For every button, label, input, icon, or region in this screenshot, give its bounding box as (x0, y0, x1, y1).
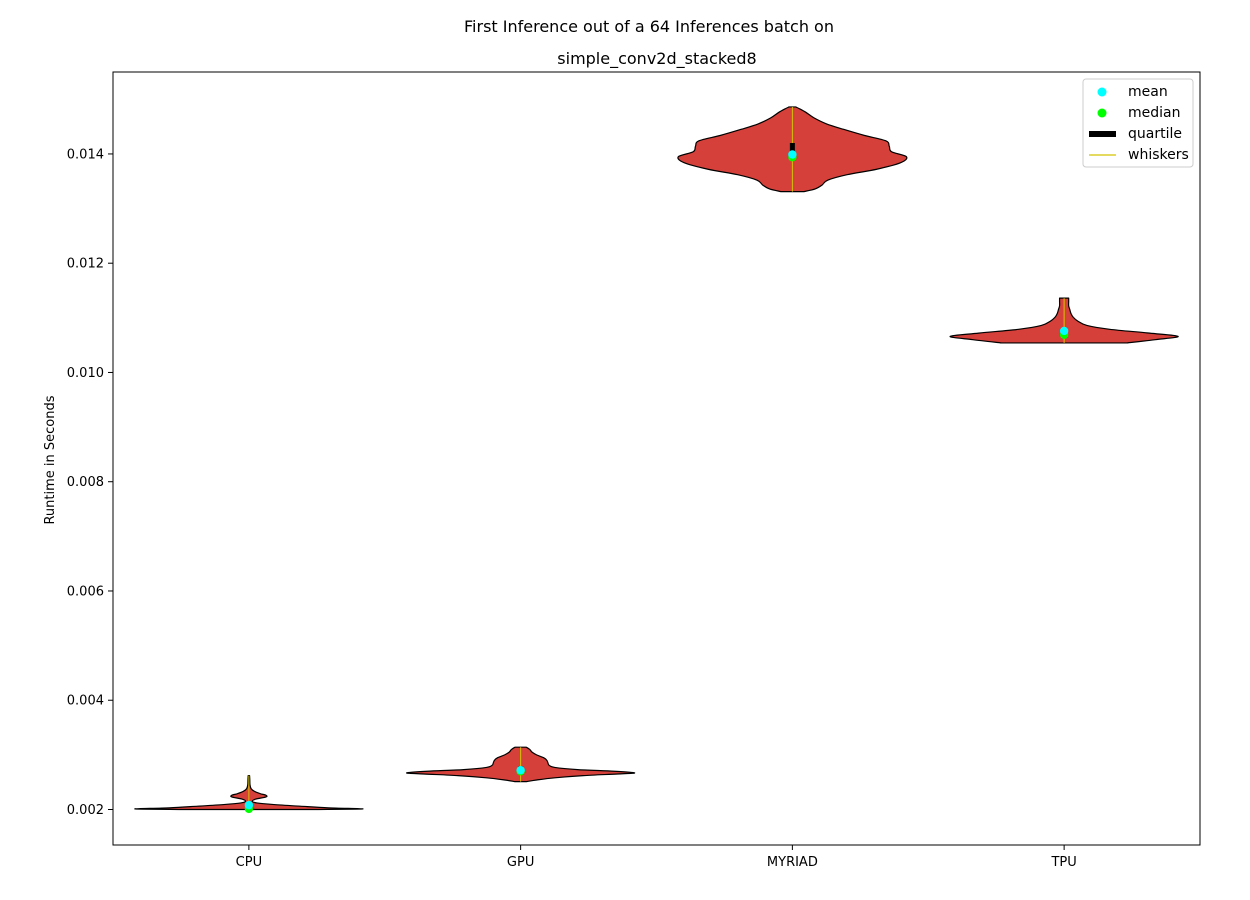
y-tick-label: 0.010 (67, 366, 104, 381)
mean-point (788, 150, 797, 159)
x-tick-label: GPU (507, 855, 534, 870)
stats-layer (244, 106, 1069, 814)
legend-label-median: median (1128, 105, 1180, 121)
mean-point (516, 765, 525, 775)
mean-point (1059, 326, 1069, 336)
chart-subtitle: simple_conv2d_stacked8 (557, 49, 756, 69)
y-tick-label: 0.006 (67, 584, 104, 599)
y-axis-label: Runtime in Seconds (43, 395, 58, 524)
legend-marker-quartile (1089, 131, 1116, 137)
x-tick-label: CPU (236, 855, 262, 870)
legend-label-quartile: quartile (1128, 126, 1182, 142)
violins-layer (134, 106, 1179, 811)
legend-marker-mean (1097, 87, 1107, 97)
x-tick-label: MYRIAD (767, 855, 818, 870)
y-tick-label: 0.008 (67, 475, 104, 490)
legend: mean median quartile whiskers (1082, 78, 1194, 168)
y-tick-label: 0.012 (67, 257, 104, 272)
y-tick-label: 0.004 (67, 694, 104, 709)
chart-title: First Inference out of a 64 Inferences b… (464, 17, 834, 36)
y-tick-label: 0.014 (67, 147, 104, 162)
y-axis: 0.002 0.004 0.006 0.008 0.010 0.012 0.014 (67, 147, 113, 818)
y-tick-label: 0.002 (67, 803, 104, 818)
x-axis: CPU GPU MYRIAD TPU (236, 845, 1077, 870)
legend-label-mean: mean (1128, 84, 1168, 100)
plot-frame (112, 71, 1201, 846)
legend-box (1082, 78, 1194, 168)
mean-point (244, 800, 254, 810)
x-tick-label: TPU (1050, 855, 1076, 870)
legend-marker-median (1097, 108, 1107, 118)
legend-label-whiskers: whiskers (1128, 147, 1189, 163)
